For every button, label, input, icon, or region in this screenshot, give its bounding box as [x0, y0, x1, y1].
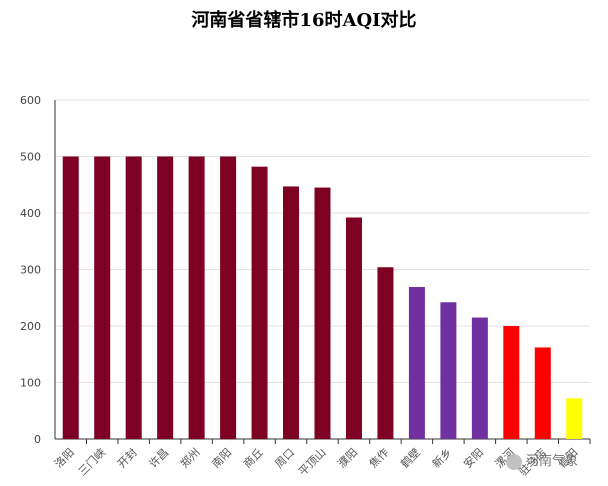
bar	[440, 302, 457, 439]
y-tick-label: 500	[20, 151, 41, 164]
bar	[283, 186, 300, 439]
y-tick-label: 300	[20, 264, 41, 277]
x-tick-label: 三门峡	[75, 445, 108, 478]
bar	[566, 398, 583, 439]
bar	[314, 187, 331, 439]
chart-title: 河南省省辖市16时AQI对比	[191, 10, 417, 31]
wechat-icon	[506, 453, 522, 470]
x-tick-label: 郑州	[177, 445, 202, 470]
y-tick-label: 100	[20, 377, 41, 390]
y-tick-label: 400	[20, 207, 41, 220]
watermark: 河南气象	[506, 450, 578, 470]
bar	[471, 317, 488, 439]
bar	[345, 217, 362, 439]
x-tick-label: 洛阳	[51, 445, 76, 470]
bar	[377, 267, 394, 439]
y-tick-label: 0	[34, 433, 41, 446]
x-tick-label: 许昌	[147, 446, 172, 471]
bar	[503, 326, 520, 439]
bar	[62, 156, 79, 439]
bar	[125, 156, 142, 439]
bar	[251, 166, 268, 440]
x-tick-label: 新乡	[429, 445, 454, 470]
bars	[62, 156, 583, 440]
bar	[157, 156, 174, 439]
watermark-text: 河南气象	[526, 454, 579, 469]
y-tick-label: 600	[20, 94, 41, 107]
y-tick-label: 200	[20, 320, 41, 333]
x-tick-label: 平顶山	[296, 446, 329, 479]
x-tick-label: 鹤壁	[398, 445, 423, 470]
x-tick-label: 开封	[114, 445, 139, 470]
x-tick-label: 商丘	[240, 445, 265, 470]
bar	[188, 156, 205, 439]
bar	[534, 347, 551, 439]
bar	[408, 287, 425, 439]
bar	[220, 156, 237, 439]
x-tick-label: 南阳	[209, 446, 234, 471]
x-tick-label: 焦作	[367, 446, 392, 471]
x-tick-label: 濮阳	[335, 445, 360, 470]
x-tick-label: 周口	[272, 446, 297, 471]
x-tick-label: 安阳	[461, 445, 486, 470]
bar	[94, 156, 111, 439]
